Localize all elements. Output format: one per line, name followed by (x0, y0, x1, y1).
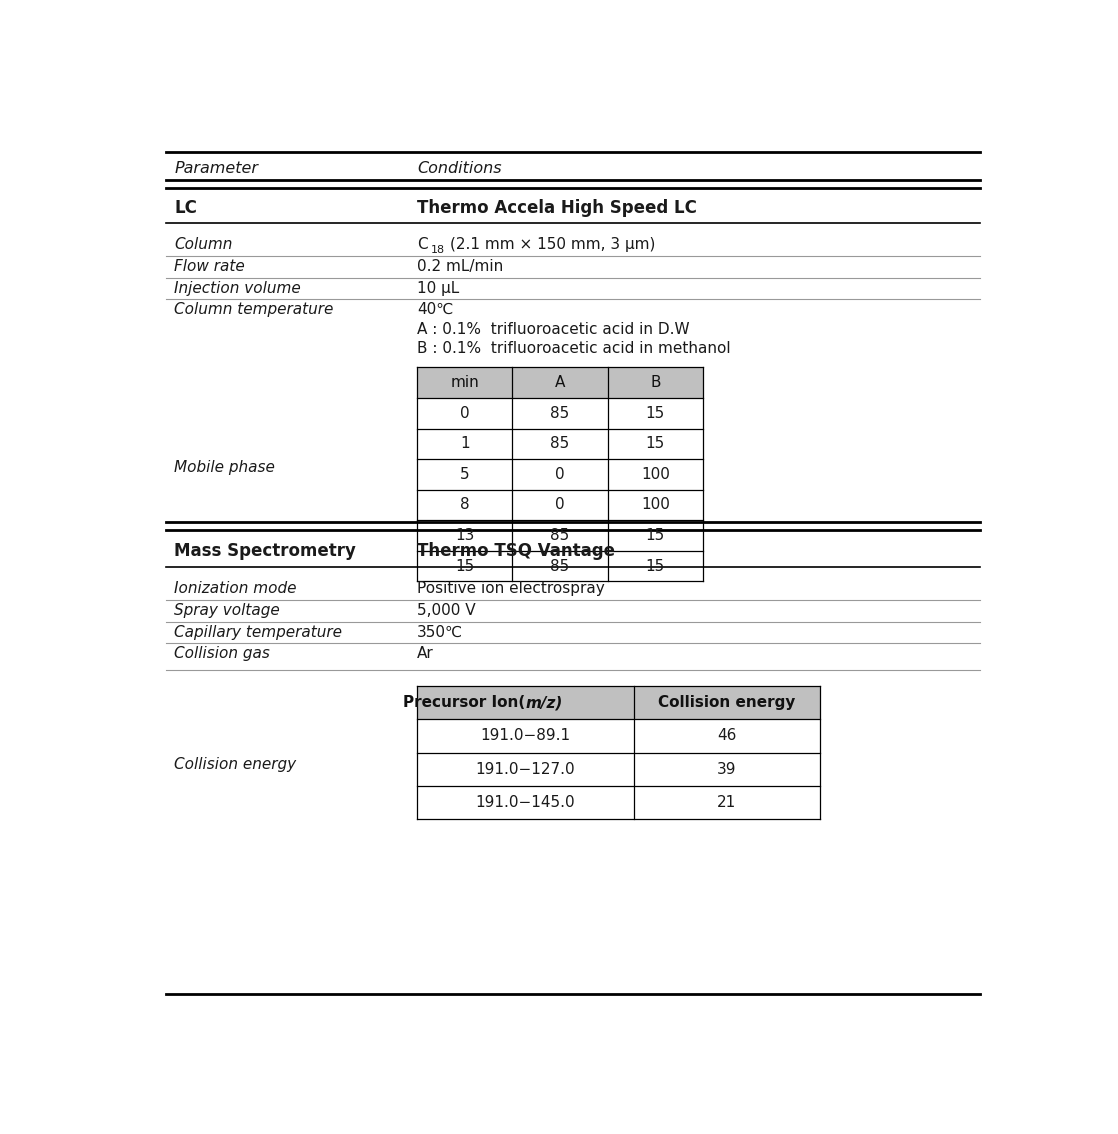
Text: 85: 85 (550, 528, 569, 543)
Text: 39: 39 (717, 762, 737, 777)
Text: Mobile phase: Mobile phase (174, 460, 275, 475)
Text: 21: 21 (717, 795, 737, 810)
Text: 85: 85 (550, 437, 569, 451)
Text: B : 0.1%  trifluoroacetic acid in methanol: B : 0.1% trifluoroacetic acid in methano… (417, 340, 731, 356)
Text: Precursor Ion(: Precursor Ion( (404, 695, 525, 710)
Text: 15: 15 (646, 528, 665, 543)
Text: Ar: Ar (417, 646, 434, 661)
Text: Parameter: Parameter (174, 161, 258, 176)
Text: 15: 15 (646, 406, 665, 421)
Text: 0: 0 (459, 406, 470, 421)
Text: 18: 18 (430, 245, 445, 255)
Text: 0.2 mL/min: 0.2 mL/min (417, 259, 503, 273)
Text: 13: 13 (455, 528, 474, 543)
Text: 5,000 V: 5,000 V (417, 602, 475, 618)
Text: 40℃: 40℃ (417, 303, 454, 318)
Text: (2.1 mm × 150 mm, 3 μm): (2.1 mm × 150 mm, 3 μm) (449, 237, 655, 252)
Text: 5: 5 (459, 467, 470, 482)
Text: 15: 15 (455, 559, 474, 574)
Text: 15: 15 (646, 437, 665, 451)
Bar (417, 367, 703, 398)
Text: 100: 100 (641, 467, 670, 482)
Text: C: C (417, 237, 428, 252)
Text: Thermo Accela High Speed LC: Thermo Accela High Speed LC (417, 198, 697, 217)
Text: 191.0−89.1: 191.0−89.1 (481, 728, 570, 744)
Text: 10 μL: 10 μL (417, 280, 459, 296)
Text: min: min (451, 375, 479, 390)
Text: 15: 15 (646, 559, 665, 574)
Text: Mass Spectrometry: Mass Spectrometry (174, 542, 357, 560)
Text: 85: 85 (550, 559, 569, 574)
Text: Capillary temperature: Capillary temperature (174, 625, 342, 640)
Text: 191.0−127.0: 191.0−127.0 (475, 762, 575, 777)
Text: Spray voltage: Spray voltage (174, 602, 281, 618)
Text: Positive ion electrospray: Positive ion electrospray (417, 581, 605, 595)
Text: A : 0.1%  trifluoroacetic acid in D.W: A : 0.1% trifluoroacetic acid in D.W (417, 322, 690, 337)
Text: 0: 0 (556, 498, 565, 513)
Text: B: B (650, 375, 661, 390)
Text: 350℃: 350℃ (417, 625, 463, 640)
Text: Column: Column (174, 237, 233, 252)
Text: 0: 0 (556, 467, 565, 482)
Text: 8: 8 (459, 498, 470, 513)
Text: Conditions: Conditions (417, 161, 502, 176)
Text: Flow rate: Flow rate (174, 259, 245, 273)
Bar (417, 686, 819, 719)
Text: m/z): m/z) (525, 695, 562, 710)
Text: 191.0−145.0: 191.0−145.0 (475, 795, 575, 810)
Text: LC: LC (174, 198, 197, 217)
Text: 85: 85 (550, 406, 569, 421)
Text: A: A (555, 375, 566, 390)
Text: 46: 46 (717, 728, 737, 744)
Text: Ionization mode: Ionization mode (174, 581, 297, 595)
Text: Collision energy: Collision energy (174, 758, 296, 772)
Text: Collision energy: Collision energy (659, 695, 796, 710)
Text: Collision gas: Collision gas (174, 646, 271, 661)
Text: Injection volume: Injection volume (174, 280, 301, 296)
Text: Thermo TSQ Vantage: Thermo TSQ Vantage (417, 542, 615, 560)
Text: Column temperature: Column temperature (174, 303, 334, 318)
Text: 100: 100 (641, 498, 670, 513)
Text: 1: 1 (459, 437, 470, 451)
